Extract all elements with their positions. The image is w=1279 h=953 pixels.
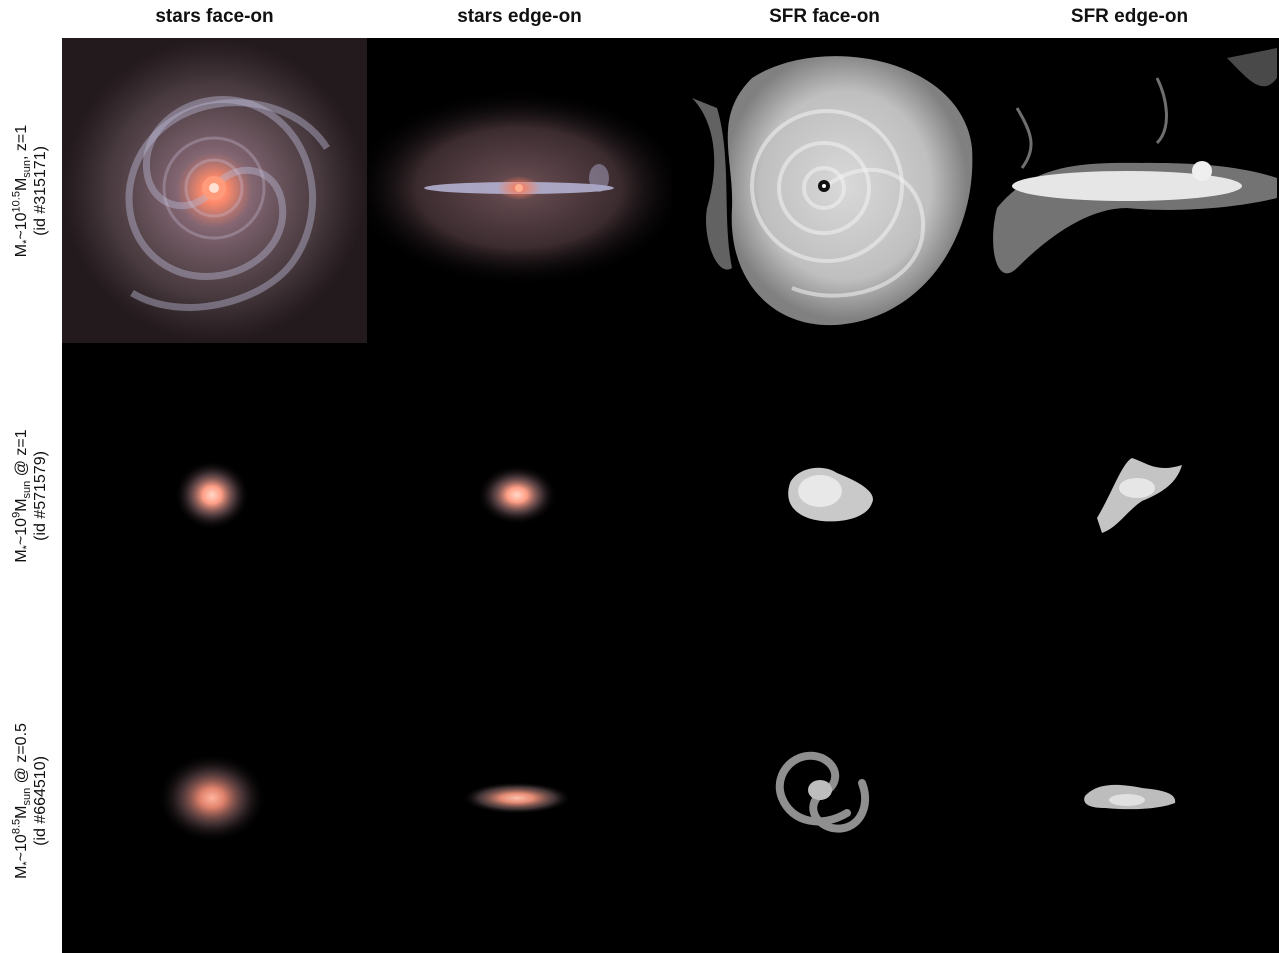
row-label-2: M*~109Msun @ z=1 (id #571579) [0, 343, 62, 648]
column-header-sfr-face-on: SFR face-on [769, 6, 880, 27]
panel-row2-sfr-edge-on [977, 343, 1279, 648]
row-label-1: M*~1010.5Msun, z=1 (id #315171) [0, 38, 62, 343]
panel-row2-sfr-face-on [672, 343, 977, 648]
panel-row3-stars-face-on [62, 648, 367, 953]
panel-row3-stars-edge-on [367, 648, 672, 953]
row-label-1-mass: M*~1010.5Msun, z=1 [10, 124, 34, 257]
panel-row3-sfr-face-on [672, 648, 977, 953]
row-label-3-mass: M*~108.5Msun @ z=0.5 [10, 722, 34, 879]
panel-row1-sfr-edge-on [977, 38, 1279, 343]
row-label-2-id: (id #571579) [32, 450, 49, 541]
panel-row1-stars-edge-on [367, 38, 672, 343]
galaxy-image-grid [62, 38, 1279, 953]
row-label-2-mass: M*~109Msun @ z=1 [10, 428, 34, 563]
column-header-sfr-edge-on: SFR edge-on [1070, 6, 1189, 27]
row-label-1-id: (id #315171) [32, 145, 49, 236]
column-header-stars-face-on: stars face-on [155, 6, 274, 27]
column-header-stars-edge-on: stars edge-on [457, 6, 582, 27]
panel-row1-stars-face-on [62, 38, 367, 343]
row-label-3: M*~108.5Msun @ z=0.5 (id #664510) [0, 648, 62, 953]
row-label-3-id: (id #664510) [32, 755, 49, 846]
panel-row2-stars-face-on [62, 343, 367, 648]
panel-row2-stars-edge-on [367, 343, 672, 648]
panel-row1-sfr-face-on [672, 38, 977, 343]
panel-row3-sfr-edge-on [977, 648, 1279, 953]
